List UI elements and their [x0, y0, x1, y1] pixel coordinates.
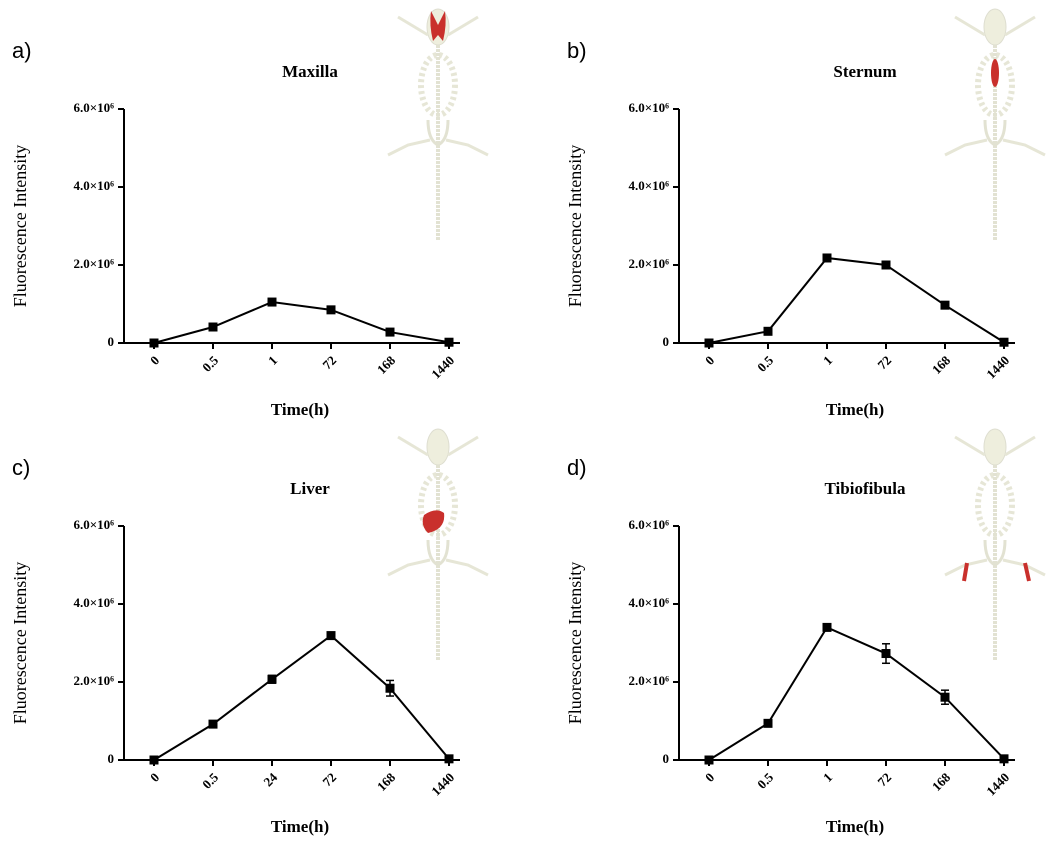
x-tick-label: 0	[702, 770, 717, 785]
x-tick-label: 72	[874, 770, 894, 790]
chart-title: Tibiofibula	[825, 479, 906, 498]
data-point	[385, 683, 395, 693]
data-point	[385, 327, 395, 337]
y-axis-label: Fluorescence Intensity	[565, 562, 585, 724]
skeleton-icon	[945, 9, 1045, 240]
y-tick-label: 4.0×10⁶	[628, 178, 669, 193]
data-point	[881, 260, 891, 270]
data-point	[999, 754, 1009, 764]
panel-label: c)	[12, 455, 30, 480]
data-point	[149, 338, 159, 348]
y-tick-label: 4.0×10⁶	[73, 595, 114, 610]
y-tick-label: 4.0×10⁶	[628, 595, 669, 610]
skeleton-icon	[388, 429, 488, 660]
y-tick-label: 0	[663, 334, 670, 349]
x-axis-label: Time(h)	[271, 817, 329, 836]
data-line	[708, 626, 1005, 761]
x-tick-label: 1440	[428, 353, 457, 382]
x-tick-label: 0	[147, 770, 162, 785]
data-line	[153, 301, 450, 344]
data-point	[267, 297, 277, 307]
y-tick-label: 2.0×10⁶	[73, 256, 114, 271]
y-axis-label: Fluorescence Intensity	[565, 145, 585, 307]
panel-label: d)	[567, 455, 587, 480]
data-line	[153, 634, 450, 761]
data-point	[881, 649, 891, 659]
x-tick-label: 1	[820, 770, 835, 785]
data-point	[208, 322, 218, 332]
data-point	[208, 719, 218, 729]
x-tick-label: 72	[319, 353, 339, 373]
y-tick-label: 6.0×10⁶	[628, 517, 669, 532]
x-axis-label: Time(h)	[271, 400, 329, 419]
y-tick-label: 2.0×10⁶	[628, 256, 669, 271]
y-tick-label: 0	[108, 334, 115, 349]
chart-panel: c) Liver Fluorescence Intensity Time(h) 0 2.0…	[10, 455, 460, 836]
x-tick-label: 1440	[428, 770, 457, 799]
skeleton-icon	[945, 429, 1045, 660]
data-point	[763, 326, 773, 336]
chart-title: Sternum	[833, 62, 896, 81]
highlight-sternum	[991, 59, 999, 87]
highlight-liver	[422, 510, 445, 533]
x-tick-label: 1440	[983, 353, 1012, 382]
data-point	[444, 754, 454, 764]
x-tick-label: 168	[929, 352, 954, 377]
x-tick-label: 72	[874, 353, 894, 373]
data-point	[326, 631, 336, 641]
x-tick-label: 168	[929, 769, 954, 794]
x-tick-label: 0	[702, 353, 717, 368]
chart-panel: a) Maxilla Fluorescence Intensity Time(h) 0 2…	[10, 38, 460, 419]
x-tick-label: 0.5	[199, 352, 221, 374]
data-point	[940, 300, 950, 310]
data-point	[763, 718, 773, 728]
x-tick-label: 1440	[983, 770, 1012, 799]
data-point	[940, 692, 950, 702]
data-point	[267, 674, 277, 684]
skeleton-icon	[388, 9, 488, 240]
highlight-tibiofibula	[962, 562, 1031, 582]
y-axis-label: Fluorescence Intensity	[10, 145, 30, 307]
data-point	[326, 305, 336, 315]
y-tick-label: 6.0×10⁶	[73, 100, 114, 115]
x-axis-label: Time(h)	[826, 400, 884, 419]
y-tick-label: 0	[663, 751, 670, 766]
y-tick-label: 6.0×10⁶	[73, 517, 114, 532]
x-tick-label: 168	[374, 769, 399, 794]
y-tick-label: 2.0×10⁶	[628, 673, 669, 688]
x-tick-label: 0	[147, 353, 162, 368]
data-point	[149, 755, 159, 765]
data-point	[444, 337, 454, 347]
chart-title: Liver	[290, 479, 330, 498]
x-tick-label: 168	[374, 352, 399, 377]
panel-label: b)	[567, 38, 587, 63]
highlight-maxilla	[430, 11, 446, 41]
data-line	[708, 256, 1005, 344]
y-axis-label: Fluorescence Intensity	[10, 562, 30, 724]
y-tick-label: 0	[108, 751, 115, 766]
x-tick-label: 0.5	[754, 769, 776, 791]
data-point	[704, 338, 714, 348]
data-point	[999, 337, 1009, 347]
data-point	[704, 755, 714, 765]
panel-label: a)	[12, 38, 32, 63]
y-tick-label: 2.0×10⁶	[73, 673, 114, 688]
x-tick-label: 1	[265, 353, 280, 368]
data-point	[822, 622, 832, 632]
chart-panel: d) Tibiofibula Fluorescence Intensity Time(…	[565, 455, 1015, 836]
x-tick-label: 1	[820, 353, 835, 368]
x-tick-label: 0.5	[754, 352, 776, 374]
chart-title: Maxilla	[282, 62, 338, 81]
data-point	[822, 253, 832, 263]
x-tick-label: 24	[260, 769, 280, 789]
y-tick-label: 4.0×10⁶	[73, 178, 114, 193]
y-tick-label: 6.0×10⁶	[628, 100, 669, 115]
x-tick-label: 0.5	[199, 769, 221, 791]
chart-panel: b) Sternum Fluorescence Intensity Time(h) 0 2…	[565, 38, 1015, 419]
x-tick-label: 72	[319, 770, 339, 790]
x-axis-label: Time(h)	[826, 817, 884, 836]
